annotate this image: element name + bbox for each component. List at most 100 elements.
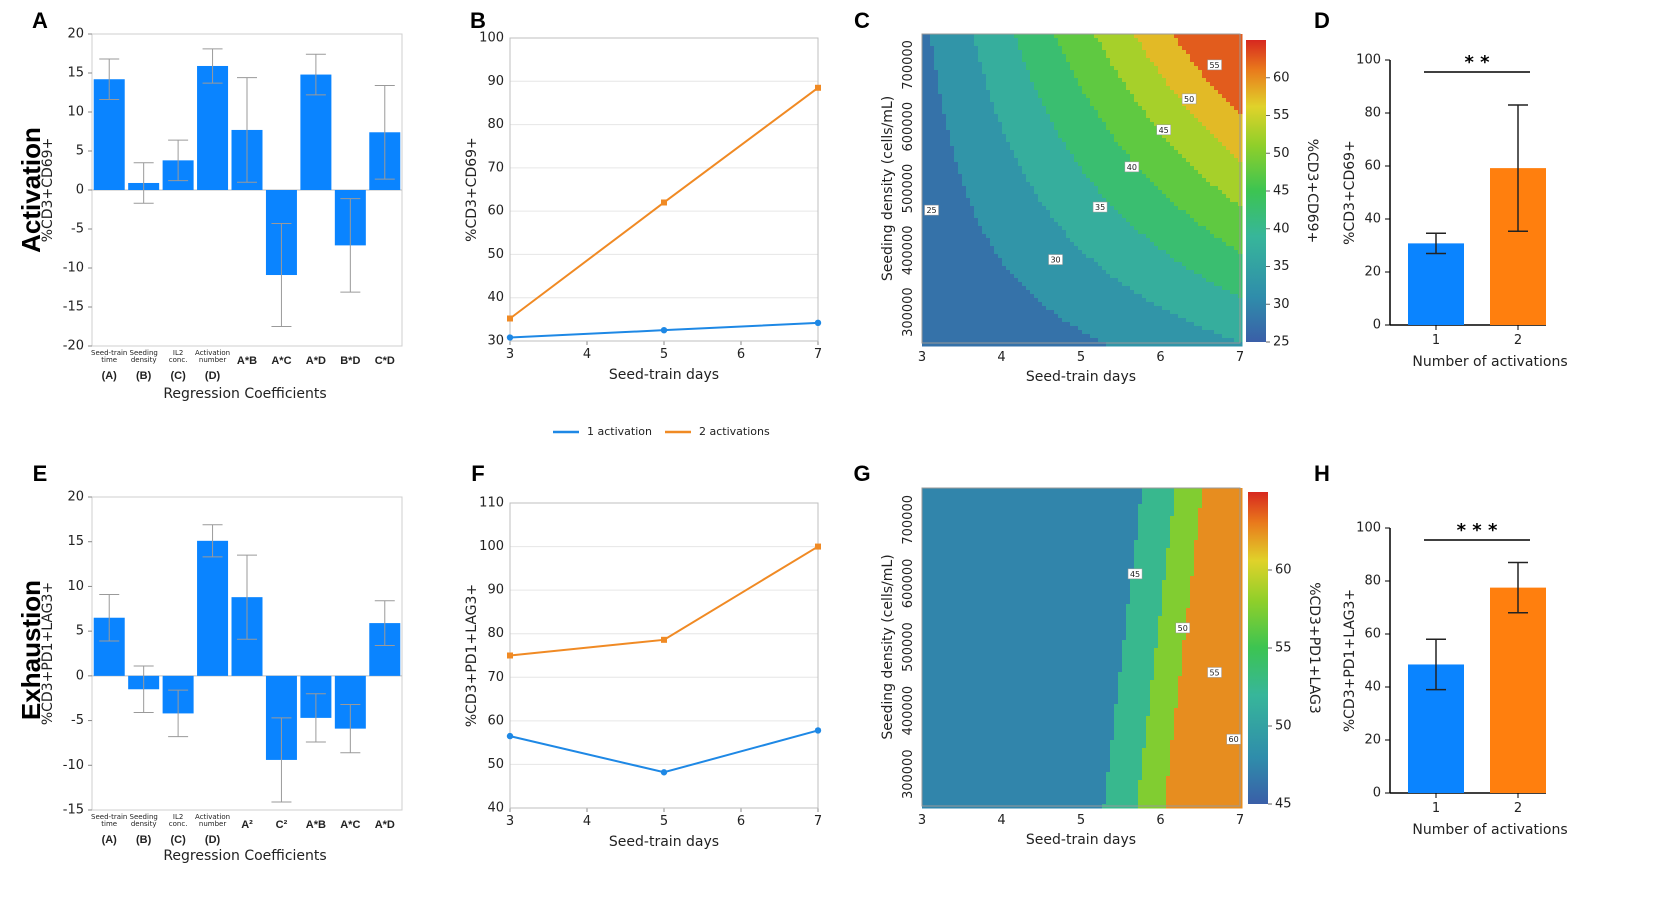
contour-cell bbox=[1118, 338, 1123, 343]
contour-cell bbox=[1002, 50, 1007, 55]
contour-cell bbox=[1154, 302, 1159, 307]
contour-cell bbox=[990, 226, 995, 231]
contour-cell bbox=[1094, 90, 1099, 95]
contour-cell bbox=[1046, 318, 1051, 323]
contour-cell bbox=[1086, 50, 1091, 55]
contour-cell bbox=[970, 326, 975, 331]
contour-cell bbox=[962, 134, 967, 139]
contour-cell bbox=[1014, 230, 1019, 235]
contour-cell bbox=[982, 234, 987, 239]
contour-cell bbox=[1106, 82, 1111, 87]
contour-cell bbox=[1162, 98, 1167, 103]
contour-cell bbox=[1070, 218, 1075, 223]
contour-cell bbox=[974, 138, 979, 143]
contour-cell bbox=[1098, 158, 1103, 163]
contour-cell bbox=[1018, 302, 1023, 307]
contour-cell bbox=[978, 114, 983, 119]
contour-cell bbox=[946, 58, 951, 63]
contour-cell bbox=[934, 326, 939, 331]
contour-cell bbox=[1106, 330, 1111, 335]
contour-cell bbox=[1030, 118, 1035, 123]
contour-cell bbox=[978, 310, 983, 315]
contour-cell bbox=[1146, 46, 1151, 51]
contour-cell bbox=[938, 82, 943, 87]
contour-cell bbox=[998, 134, 1003, 139]
contour-cell bbox=[1090, 50, 1095, 55]
contour-cell bbox=[1154, 82, 1159, 87]
contour-cell bbox=[934, 154, 939, 159]
contour-cell bbox=[1022, 306, 1027, 311]
contour-cell bbox=[962, 102, 967, 107]
contour-cell bbox=[990, 238, 995, 243]
contour-cell bbox=[958, 334, 963, 339]
contour-cell bbox=[1086, 250, 1091, 255]
contour-cell bbox=[946, 154, 951, 159]
contour-cell bbox=[986, 282, 991, 287]
contour-cell bbox=[1026, 270, 1031, 275]
contour-cell bbox=[958, 262, 963, 267]
contour-cell bbox=[1146, 174, 1151, 179]
contour-cell bbox=[1118, 82, 1123, 87]
contour-cell bbox=[938, 242, 943, 247]
contour-cell bbox=[1050, 234, 1055, 239]
contour-cell bbox=[994, 214, 999, 219]
panel-letter-d: D bbox=[1314, 8, 1330, 33]
contour-cell bbox=[1026, 46, 1031, 51]
contour-cell bbox=[1038, 318, 1043, 323]
contour-cell bbox=[990, 178, 995, 183]
contour-cell bbox=[1026, 186, 1031, 191]
contour-cell bbox=[946, 202, 951, 207]
contour-cell bbox=[1062, 82, 1067, 87]
contour-cell bbox=[994, 318, 999, 323]
contour-cell bbox=[1102, 134, 1107, 139]
contour-cell bbox=[970, 38, 975, 43]
contour-cell bbox=[1066, 134, 1071, 139]
contour-cell bbox=[1110, 234, 1115, 239]
contour-cell bbox=[1154, 326, 1159, 331]
contour-cell bbox=[1106, 58, 1111, 63]
contour-cell bbox=[974, 34, 979, 39]
contour-cell bbox=[1034, 190, 1039, 195]
contour-cell bbox=[1058, 186, 1063, 191]
contour-cell bbox=[1054, 186, 1059, 191]
contour-cell bbox=[1146, 102, 1151, 107]
contour-cell bbox=[966, 274, 971, 279]
contour-cell bbox=[1150, 38, 1155, 43]
contour-cell bbox=[1090, 226, 1095, 231]
contour-cell bbox=[1142, 86, 1147, 91]
contour-cell bbox=[1106, 118, 1111, 123]
contour-cell bbox=[1094, 330, 1099, 335]
contour-cell bbox=[966, 242, 971, 247]
contour-cell bbox=[1118, 206, 1123, 211]
contour-cell bbox=[1118, 186, 1123, 191]
y-tick-label: 15 bbox=[67, 534, 84, 549]
contour-cell bbox=[1118, 46, 1123, 51]
contour-cell bbox=[1066, 242, 1071, 247]
contour-cell bbox=[1102, 162, 1107, 167]
contour-cell bbox=[962, 206, 967, 211]
contour-cell bbox=[1054, 86, 1059, 91]
contour-cell bbox=[1142, 82, 1147, 87]
contour-cell bbox=[1162, 42, 1167, 47]
contour-cell bbox=[1098, 38, 1103, 43]
contour-cell bbox=[1018, 178, 1023, 183]
contour-cell bbox=[1074, 202, 1079, 207]
contour-cell bbox=[978, 270, 983, 275]
contour-cell bbox=[986, 114, 991, 119]
contour-cell bbox=[954, 310, 959, 315]
contour-cell bbox=[982, 270, 987, 275]
contour-cell bbox=[930, 226, 935, 231]
contour-cell bbox=[990, 306, 995, 311]
contour-cell bbox=[1078, 170, 1083, 175]
contour-cell bbox=[1002, 274, 1007, 279]
contour-cell bbox=[998, 146, 1003, 151]
contour-cell bbox=[1118, 334, 1123, 339]
contour-cell bbox=[1078, 138, 1083, 143]
x-tick-label: C² bbox=[276, 819, 288, 831]
contour-cell bbox=[1022, 170, 1027, 175]
contour-cell bbox=[1082, 214, 1087, 219]
contour-cell bbox=[1058, 118, 1063, 123]
contour-cell bbox=[1002, 146, 1007, 151]
x-tick-label: 6 bbox=[737, 347, 745, 362]
